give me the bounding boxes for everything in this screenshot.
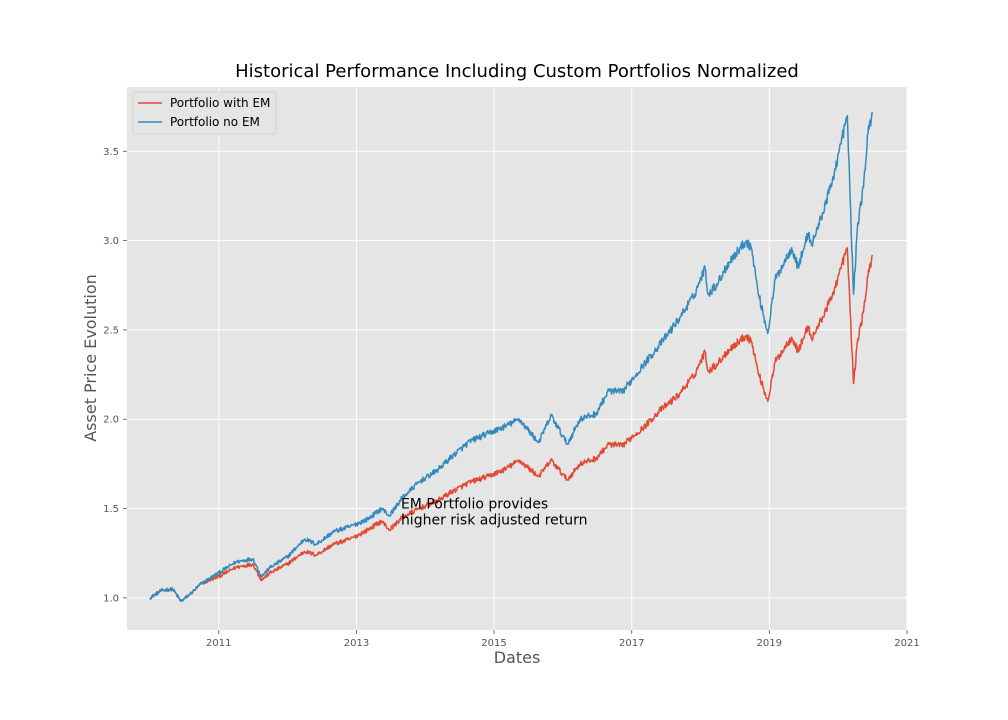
y-tick-label: 1.0	[103, 593, 119, 604]
grid-lines	[127, 87, 908, 630]
y-tick-label: 1.5	[103, 504, 119, 515]
legend: Portfolio with EM Portfolio no EM	[132, 91, 277, 135]
y-tick-label: 2.0	[103, 415, 119, 426]
y-tick-label: 3.0	[103, 236, 119, 247]
annotation-line-1: EM Portfolio provides	[401, 496, 548, 512]
x-tick-label: 2015	[481, 638, 506, 649]
x-tick-label: 2019	[757, 638, 782, 649]
chart-title: Historical Performance Including Custom …	[235, 61, 799, 82]
legend-label-portfolio-no-em: Portfolio no EM	[170, 115, 260, 129]
x-axis-ticks: 2011 2013 2015 2017 2019 2021	[206, 630, 920, 649]
x-tick-label: 2011	[206, 638, 231, 649]
legend-box	[132, 91, 277, 135]
series-line-1	[149, 111, 874, 603]
x-tick-label: 2017	[619, 638, 644, 649]
plot-area	[127, 87, 907, 630]
annotation: EM Portfolio provides higher risk adjust…	[401, 496, 588, 528]
y-tick-label: 3.5	[103, 147, 119, 158]
series-layer	[149, 111, 874, 603]
annotation-line-2: higher risk adjusted return	[401, 512, 588, 528]
y-tick-label: 2.5	[103, 325, 119, 336]
x-tick-label: 2021	[894, 638, 919, 649]
x-tick-label: 2013	[344, 638, 369, 649]
x-axis-label: Dates	[494, 648, 541, 667]
y-axis-label: Asset Price Evolution	[81, 274, 100, 442]
legend-label-portfolio-with-em: Portfolio with EM	[170, 96, 270, 110]
y-axis-ticks: 1.0 1.5 2.0 2.5 3.0 3.5	[103, 147, 127, 604]
series-line-0	[149, 247, 874, 603]
